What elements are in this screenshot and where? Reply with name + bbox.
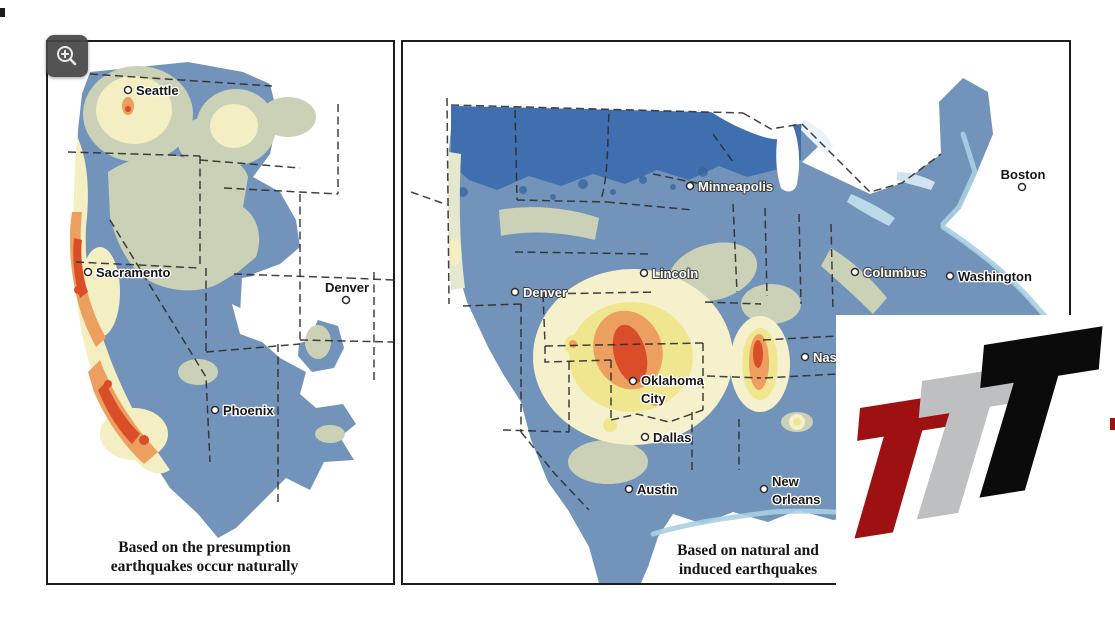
left-map-canvas: Seattle Sacramento Denver Phoenix: [67, 62, 394, 538]
right-hazard-darkblue-band: [451, 106, 801, 190]
city-marker-sacramento: Sacramento: [83, 264, 172, 281]
right-west-yellow-spot: [449, 238, 461, 266]
left-caption-line2: earthquakes occur naturally: [110, 558, 299, 575]
logo-t-gray: [916, 364, 1029, 520]
lake-superior: [703, 100, 789, 140]
lake-ontario: [897, 172, 935, 190]
city-marker-oklahoma-city: Oklahoma City: [628, 372, 707, 407]
austin-dot: [624, 484, 634, 494]
city-marker-columbus: Columbus: [850, 264, 928, 281]
city-marker-seattle: Seattle: [123, 82, 180, 99]
minneapolis-dot: [685, 181, 695, 191]
right-map-caption: Based on natural and induced earthquakes: [415, 541, 1081, 579]
tnw-logo-watermark: [836, 315, 1115, 627]
minneapolis-label: Minneapolis: [698, 179, 773, 194]
city-marker-minneapolis: Minneapolis: [685, 178, 774, 195]
columbus-label: Columbus: [863, 265, 927, 280]
new-madrid-hazard-zone: [730, 316, 790, 412]
right-darkblue-mottling: [458, 167, 708, 200]
lake-erie: [847, 194, 895, 226]
oklahoma-city-label: Oklahoma City: [641, 373, 707, 406]
sacramento-dot: [83, 267, 93, 277]
city-marker-lincoln: Lincoln: [639, 265, 699, 282]
denver-left-dot: [341, 295, 351, 305]
denver-right-label: Denver: [523, 285, 567, 300]
oklahoma-hazard-bullseye: [533, 269, 733, 445]
nashville-label-truncated: Nas: [813, 350, 837, 365]
left-hazard-red-region: [73, 106, 149, 445]
lincoln-dot: [639, 268, 649, 278]
city-marker-nashville-truncated: Nas: [800, 349, 838, 366]
right-state-borders: [410, 97, 942, 511]
magnifier-plus-icon: [57, 46, 77, 66]
left-caption-line1: Based on the presumption: [118, 539, 291, 556]
dallas-label: Dallas: [653, 430, 691, 445]
right-map-canvas: Minneapolis Lincoln Denver Boston Columb…: [410, 78, 1062, 583]
city-marker-washington: Washington: [945, 268, 1033, 285]
right-caption-line2: induced earthquakes: [678, 561, 818, 578]
phoenix-label: Phoenix: [223, 403, 274, 418]
phoenix-dot: [210, 405, 220, 415]
boston-label: Boston: [1001, 167, 1046, 182]
washington-label: Washington: [958, 269, 1032, 284]
denver-right-dot: [510, 287, 520, 297]
denver-left-label: Denver: [325, 280, 369, 295]
nashville-dot: [800, 352, 810, 362]
city-marker-phoenix: Phoenix: [210, 402, 276, 419]
austin-label: Austin: [637, 482, 678, 497]
zoom-in-button[interactable]: [46, 35, 88, 77]
oklahoma-city-dot: [628, 376, 638, 386]
lake-michigan: [776, 122, 800, 192]
city-marker-new-orleans: New Orleans: [759, 473, 822, 508]
washington-dot: [945, 271, 955, 281]
right-hazard-map-panel: Minneapolis Lincoln Denver Boston Columb…: [401, 40, 1071, 585]
right-edge-red-artifact: [1110, 418, 1115, 430]
left-state-borders: [67, 73, 394, 504]
lincoln-label: Lincoln: [652, 266, 698, 281]
left-hazard-map-panel: Seattle Sacramento Denver Phoenix Based …: [46, 40, 395, 585]
new-orleans-dot: [759, 484, 769, 494]
logo-t-black: [979, 326, 1103, 498]
city-marker-denver-right: Denver: [510, 284, 568, 301]
left-edge-artifact: [0, 8, 5, 17]
seattle-dot: [123, 85, 133, 95]
city-marker-austin: Austin: [624, 481, 679, 498]
right-caption-line1: Based on natural and: [677, 542, 819, 559]
dallas-dot: [640, 432, 650, 442]
sacramento-label: Sacramento: [96, 265, 170, 280]
boston-dot: [1017, 182, 1027, 192]
atlantic-coast-fringe: [940, 224, 1062, 335]
tnw-logo-canvas: [854, 326, 1115, 539]
gulf-coast-fringe: [650, 508, 838, 537]
seattle-label: Seattle: [136, 83, 179, 98]
city-marker-dallas: Dallas: [640, 429, 693, 446]
newengland-coast-fringe: [940, 131, 978, 227]
city-marker-denver-left: Denver: [324, 279, 370, 305]
columbus-dot: [850, 267, 860, 277]
city-marker-boston: Boston: [999, 166, 1047, 192]
left-map-caption: Based on the presumption earthquakes occ…: [32, 538, 377, 576]
logo-t-red: [854, 392, 959, 539]
new-orleans-label: New Orleans: [772, 474, 820, 507]
